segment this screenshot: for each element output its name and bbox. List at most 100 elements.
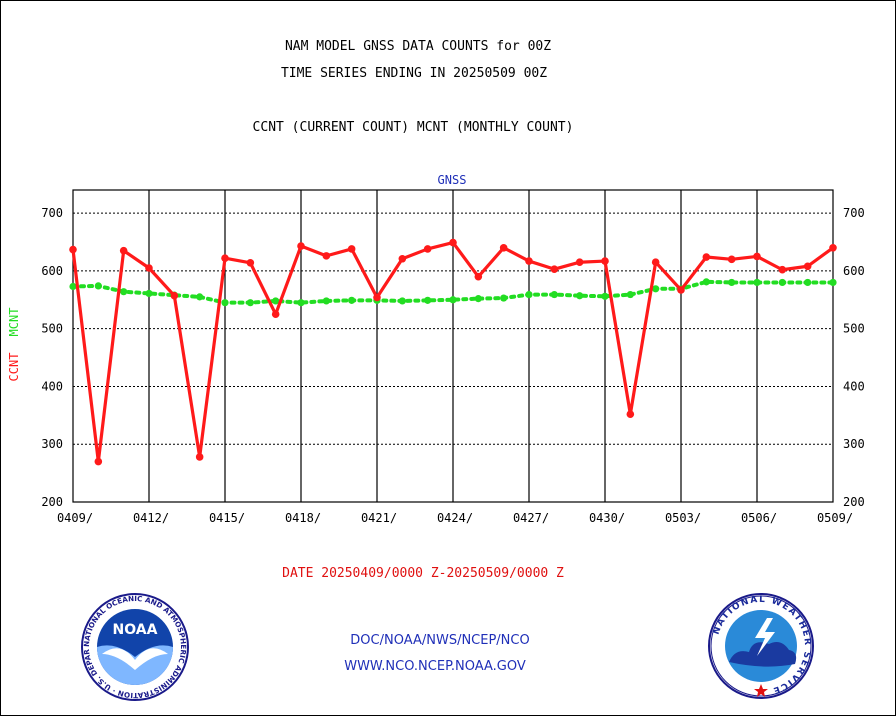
data-point-ccnt <box>677 286 685 294</box>
chart-subtitle: CCNT (CURRENT COUNT) MCNT (MONTHLY COUNT… <box>252 120 574 135</box>
x-tick-label: 0412/ <box>133 511 169 525</box>
data-point-ccnt <box>474 272 483 281</box>
y-tick-label-left: 200 <box>41 495 63 509</box>
data-point-ccnt <box>195 453 204 461</box>
data-point-ccnt <box>94 457 103 466</box>
data-point-ccnt <box>271 310 280 319</box>
x-tick-label: 0430/ <box>589 511 625 525</box>
data-point-mcnt <box>424 296 432 304</box>
data-point-mcnt <box>652 285 660 293</box>
noaa-logo: NATIONAL OCEANIC AND ATMOSPHERIC ADMINIS… <box>80 592 189 701</box>
y-tick-label-left: 500 <box>41 322 63 336</box>
chart-title-line-1: NAM MODEL GNSS DATA COUNTS for 00Z <box>284 39 552 54</box>
data-point-mcnt <box>728 278 736 287</box>
data-point-ccnt <box>525 257 533 265</box>
data-point-ccnt <box>347 245 356 253</box>
data-point-mcnt <box>500 294 508 302</box>
noaa-logo-text: NOAA <box>113 622 158 638</box>
data-point-ccnt <box>423 245 432 253</box>
website-link[interactable]: WWW.NCO.NCEP.NOAA.GOV <box>344 659 526 674</box>
data-point-mcnt <box>348 296 356 304</box>
data-point-ccnt <box>297 242 305 250</box>
x-tick-label: 0503/ <box>665 511 701 525</box>
data-point-ccnt <box>322 252 331 260</box>
y-tick-label-left: 300 <box>41 437 63 451</box>
data-point-ccnt <box>145 264 153 272</box>
date-range-label: DATE 20250409/0000 Z-20250509/0000 Z <box>282 566 564 581</box>
data-point-mcnt <box>196 293 204 301</box>
data-point-mcnt <box>69 282 77 291</box>
data-point-mcnt <box>804 278 812 287</box>
data-point-ccnt <box>170 291 179 300</box>
data-point-ccnt <box>778 265 787 274</box>
y-tick-label-right: 300 <box>843 437 865 451</box>
data-point-ccnt <box>398 254 407 263</box>
data-point-ccnt <box>575 258 584 267</box>
data-point-ccnt <box>69 245 77 254</box>
x-tick-label: 0421/ <box>361 511 397 525</box>
data-point-ccnt <box>727 255 736 264</box>
y-tick-label-right: 200 <box>843 495 865 509</box>
x-tick-label: 0418/ <box>285 511 321 525</box>
data-point-ccnt <box>651 258 660 267</box>
data-point-mcnt <box>626 290 634 299</box>
data-point-mcnt <box>525 290 533 299</box>
data-point-ccnt <box>803 262 812 271</box>
x-tick-label: 0509/ <box>817 511 853 525</box>
y-tick-label-left: 700 <box>41 206 63 220</box>
x-tick-label: 0409/ <box>57 511 93 525</box>
data-point-mcnt <box>550 290 558 299</box>
data-point-mcnt <box>272 297 280 305</box>
nws-logo: NATIONAL WEATHER SERVICE <box>708 593 814 699</box>
data-point-mcnt <box>246 299 254 307</box>
data-point-mcnt <box>120 288 128 296</box>
y-tick-label-right: 500 <box>843 322 865 336</box>
data-point-mcnt <box>145 289 153 298</box>
y-tick-label-right: 600 <box>843 264 865 278</box>
data-point-mcnt <box>297 299 305 307</box>
data-point-ccnt <box>499 243 508 252</box>
data-point-mcnt <box>398 297 406 305</box>
data-point-ccnt <box>373 293 381 302</box>
x-tick-label: 0506/ <box>741 511 777 525</box>
data-point-ccnt <box>829 243 837 252</box>
data-point-ccnt <box>119 246 128 255</box>
org-path-label: DOC/NOAA/NWS/NCEP/NCO <box>350 633 530 648</box>
x-tick-label: 0427/ <box>513 511 549 525</box>
data-point-mcnt <box>221 299 229 307</box>
data-point-ccnt <box>702 253 711 261</box>
data-point-mcnt <box>474 295 482 303</box>
data-point-ccnt <box>449 238 457 247</box>
data-point-ccnt <box>601 257 609 265</box>
data-point-ccnt <box>221 254 229 262</box>
data-point-mcnt <box>702 278 710 286</box>
plot-border <box>72 189 834 503</box>
x-tick-label: 0415/ <box>209 511 245 525</box>
y-tick-label-right: 700 <box>843 206 865 220</box>
y-tick-labels: 200 200 300 300 400 400 500 500 600 600 700 700 <box>41 206 864 509</box>
x-tick-label: 0424/ <box>437 511 473 525</box>
data-point-mcnt <box>601 292 609 300</box>
data-point-ccnt <box>550 265 559 273</box>
data-point-mcnt <box>753 278 761 287</box>
data-point-ccnt <box>246 259 255 267</box>
chart-title-line-2: TIME SERIES ENDING IN 20250509 00Z <box>280 66 548 81</box>
data-point-mcnt <box>449 296 457 304</box>
data-point-mcnt <box>322 297 330 305</box>
plot-title: GNSS <box>438 173 467 187</box>
data-point-mcnt <box>829 278 837 287</box>
data-point-mcnt <box>94 282 102 290</box>
y-tick-label-left: 600 <box>41 264 63 278</box>
data-point-ccnt <box>753 252 761 261</box>
data-point-mcnt <box>778 278 786 287</box>
y-axis-label-mcnt: MCNT <box>7 308 21 337</box>
y-tick-label-left: 400 <box>41 379 63 393</box>
data-point-mcnt <box>576 292 584 300</box>
series-lines <box>69 238 837 466</box>
y-tick-label-right: 400 <box>843 379 865 393</box>
y-axis-label-ccnt: CCNT <box>7 353 21 382</box>
data-point-ccnt <box>626 410 635 418</box>
plot-frame <box>72 189 834 503</box>
x-tick-labels: 0409/0412/0415/0418/0421/0424/0427/0430/… <box>57 511 853 525</box>
